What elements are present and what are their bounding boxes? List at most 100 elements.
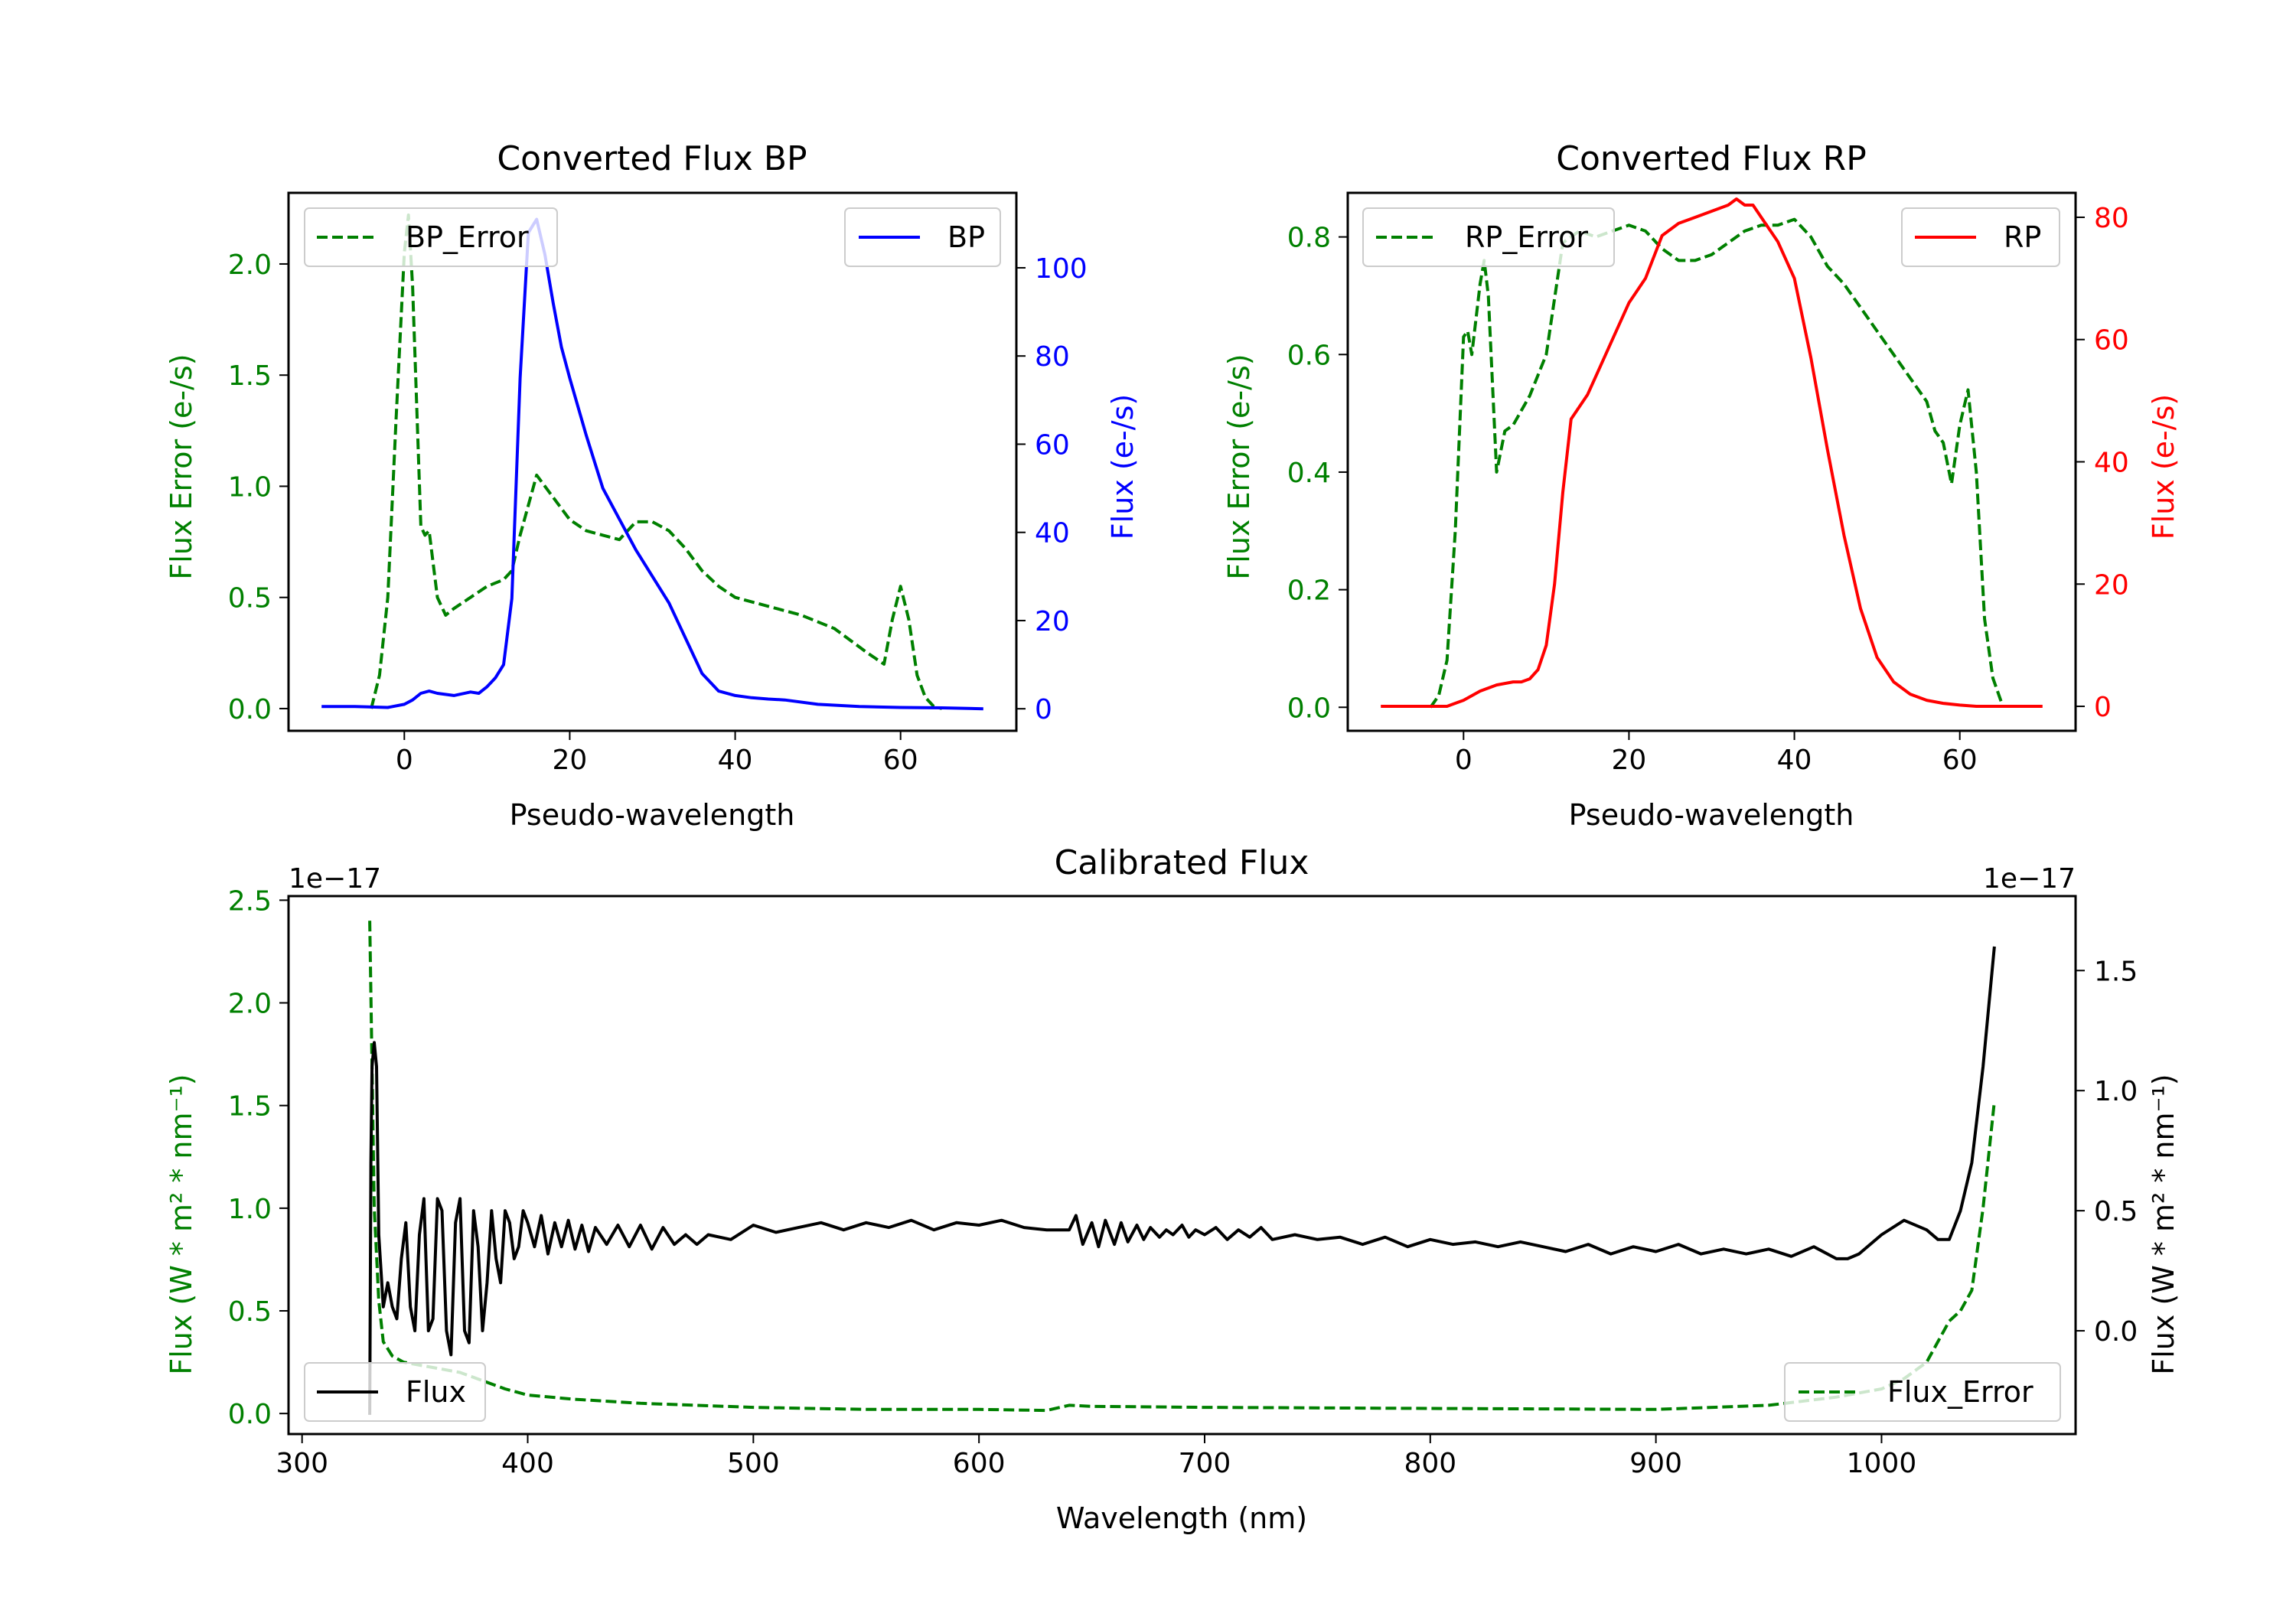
bp-right-y-axis-label: Flux (e-/s) [1106, 394, 1140, 539]
rp-left-y-axis-label: Flux Error (e-/s) [1222, 354, 1256, 579]
calibrated-left-y-tick-label: 1.5 [228, 1091, 272, 1123]
rp-left-y-tick-label: 0.0 [1287, 693, 1331, 724]
rp-legend-left-box [1362, 207, 1615, 267]
bp-x-tick-label: 40 [718, 745, 753, 776]
calibrated-left-y-axis-label: Flux (W * m² * nm⁻¹) [165, 1074, 198, 1374]
rp-rp-line [1381, 197, 2043, 708]
calibrated-left-y-ticks: 0.0 0.5 1.0 1.5 2.0 2.5 [228, 885, 289, 1430]
calibrated-flux-line [368, 946, 1996, 1415]
bp-x-tick-label: 60 [883, 745, 918, 776]
bp-x-tick-label: 0 [396, 745, 413, 776]
rp-x-tick-label: 0 [1455, 745, 1473, 776]
bp-right-y-tick-label: 40 [1035, 518, 1070, 549]
rp-legend-right-box [1901, 207, 2060, 267]
bp-left-y-tick-label: 0.0 [228, 694, 272, 725]
bp-legend-label: BP [947, 220, 985, 254]
calibrated-left-offset-label: 1e−17 [289, 863, 381, 895]
calibrated-x-tick-label: 300 [276, 1448, 328, 1479]
calibrated-x-tick-label: 800 [1404, 1448, 1456, 1479]
bp-right-y-tick-label: 20 [1035, 606, 1070, 637]
rp-left-y-tick-label: 0.2 [1287, 575, 1331, 607]
rp-x-axis-label: Pseudo-wavelength [1569, 798, 1854, 832]
calibrated-x-tick-label: 700 [1179, 1448, 1231, 1479]
panel-calibrated-flux: Calibrated Flux Wavelength (nm) Flux (W … [165, 843, 2180, 1535]
calibrated-x-tick-label: 1000 [1847, 1448, 1917, 1479]
bp-left-y-axis-label: Flux Error (e-/s) [165, 354, 198, 579]
bp-left-y-tick-label: 1.0 [228, 471, 272, 503]
bp-right-y-tick-label: 60 [1035, 429, 1070, 461]
rp-right-y-tick-label: 40 [2094, 448, 2129, 479]
rp-right-y-tick-label: 0 [2094, 692, 2112, 723]
bp-chart-title: Converted Flux BP [497, 139, 807, 178]
rp-right-y-ticks: 0 20 40 60 80 [2076, 203, 2129, 723]
bp-left-y-tick-label: 1.5 [228, 360, 272, 392]
rp-right-y-tick-label: 60 [2094, 325, 2129, 357]
bp-series-lines [321, 214, 983, 711]
calibrated-x-axis-label: Wavelength (nm) [1056, 1501, 1307, 1535]
rp-left-y-tick-label: 0.8 [1287, 223, 1331, 254]
calibrated-right-y-tick-label: 1.5 [2094, 956, 2138, 987]
bp-legend-left: BP_Error [304, 207, 558, 267]
bp-legend-right: BP [844, 207, 1001, 267]
bp-x-ticks: 0 20 40 60 [396, 731, 918, 776]
calibrated-legend-left: Flux [304, 1362, 486, 1422]
bp-left-y-tick-label: 2.0 [228, 249, 272, 281]
calibrated-x-tick-label: 500 [727, 1448, 780, 1479]
bp-right-y-tick-label: 80 [1035, 341, 1070, 373]
calibrated-right-y-tick-label: 0.5 [2094, 1196, 2138, 1227]
bp-right-y-tick-label: 0 [1035, 694, 1052, 725]
bp-error-legend-label: BP_Error [406, 220, 529, 254]
rp-legend-right: RP [1901, 207, 2060, 267]
calibrated-plot-frame [287, 895, 2077, 1436]
bp-legend-left-box [304, 207, 558, 267]
calibrated-left-y-tick-label: 1.0 [228, 1194, 272, 1225]
calibrated-right-y-tick-label: 1.0 [2094, 1076, 2138, 1107]
calibrated-left-y-tick-label: 2.0 [228, 989, 272, 1020]
rp-x-tick-label: 40 [1777, 745, 1812, 776]
flux-legend-box [304, 1362, 486, 1422]
rp-chart-title: Converted Flux RP [1556, 139, 1867, 178]
calibrated-right-y-ticks: 0.0 0.5 1.0 1.5 [2076, 956, 2138, 1348]
bp-bp-line [321, 217, 983, 711]
rp-legend-left: RP_Error [1362, 207, 1615, 267]
calibrated-right-offset-label: 1e−17 [1983, 863, 2076, 895]
calibrated-legend-right: Flux_Error [1784, 1362, 2061, 1422]
calibrated-left-y-tick-label: 0.0 [228, 1399, 272, 1430]
rp-x-tick-label: 20 [1612, 745, 1647, 776]
rp-right-y-tick-label: 20 [2094, 569, 2129, 601]
rp-left-y-tick-label: 0.6 [1287, 340, 1331, 371]
bp-bp-error-line [370, 214, 943, 710]
bp-right-y-tick-label: 100 [1035, 253, 1088, 285]
calibrated-chart-title: Calibrated Flux [1055, 843, 1309, 882]
rp-left-y-tick-label: 0.4 [1287, 458, 1331, 489]
calibrated-x-ticks: 300 400 500 600 700 800 900 1000 [276, 1434, 1916, 1479]
bp-x-tick-label: 20 [553, 745, 588, 776]
panel-converted-flux-bp: Converted Flux BP Pseudo-wavelength Flux… [165, 139, 1140, 832]
calibrated-right-y-axis-label: Flux (W * m² * nm⁻¹) [2147, 1074, 2180, 1374]
rp-left-y-ticks: 0.0 0.2 0.4 0.6 0.8 [1287, 223, 1348, 724]
bp-x-axis-label: Pseudo-wavelength [510, 798, 795, 832]
calibrated-right-y-tick-label: 0.0 [2094, 1316, 2138, 1348]
bp-plot-frame [287, 191, 1018, 732]
calibrated-left-y-tick-label: 0.5 [228, 1296, 272, 1328]
calibrated-x-tick-label: 600 [953, 1448, 1006, 1479]
calibrated-x-tick-label: 400 [501, 1448, 554, 1479]
rp-right-y-tick-label: 80 [2094, 203, 2129, 234]
rp-plot-frame [1346, 191, 2077, 732]
bp-right-y-ticks: 0 20 40 60 80 100 [1016, 253, 1088, 725]
calibrated-x-tick-label: 900 [1629, 1448, 1682, 1479]
flux-legend-label: Flux [406, 1375, 466, 1409]
rp-legend-label: RP [2004, 220, 2041, 254]
rp-right-y-axis-label: Flux (e-/s) [2147, 394, 2180, 539]
flux-error-legend-box [1784, 1362, 2061, 1422]
calibrated-left-y-tick-label: 2.5 [228, 885, 272, 917]
rp-x-tick-label: 60 [1942, 745, 1978, 776]
rp-error-legend-label: RP_Error [1465, 220, 1588, 254]
bp-legend-right-box [844, 207, 1001, 267]
bp-left-y-tick-label: 0.5 [228, 583, 272, 614]
panel-converted-flux-rp: Converted Flux RP Pseudo-wavelength Flux… [1222, 139, 2180, 832]
rp-x-ticks: 0 20 40 60 [1455, 731, 1978, 776]
bp-left-y-ticks: 0.0 0.5 1.0 1.5 2.0 [228, 249, 289, 725]
flux-error-legend-label: Flux_Error [1887, 1375, 2033, 1409]
